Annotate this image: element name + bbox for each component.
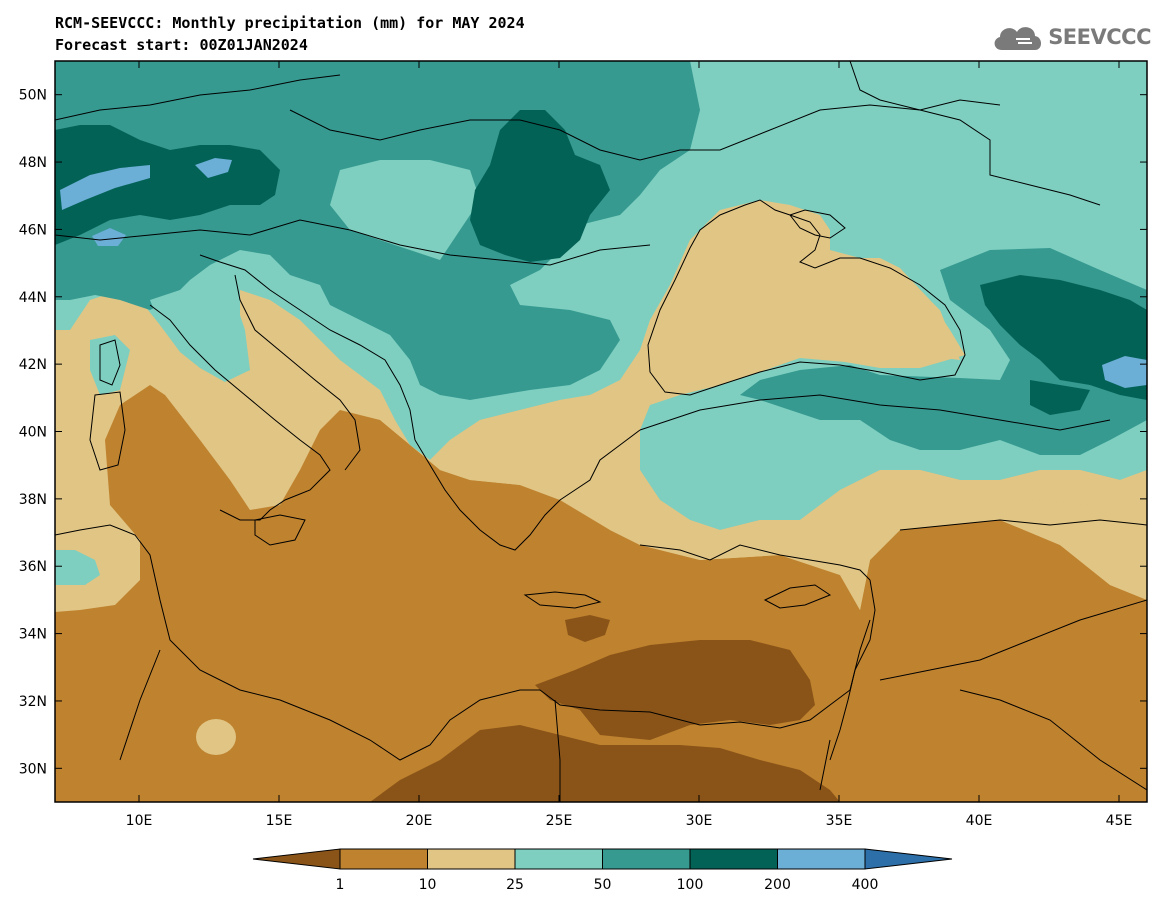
lat-tick-label: 36N (19, 559, 47, 575)
lat-tick-label: 46N (19, 222, 47, 238)
precip-200-400-patch-alps-south (92, 228, 126, 246)
lat-tick-label: 32N (19, 694, 47, 710)
colorbar-lower-arrow (252, 848, 341, 870)
colorbar-swatch (339, 848, 428, 870)
precip-10-25-zone-blacksea (640, 200, 965, 392)
precip-10-25-patch-libya (196, 719, 236, 755)
precip-100-200-zone-carpathian (470, 110, 610, 262)
lat-tick-label: 48N (19, 155, 47, 171)
precipitation-field (55, 61, 1147, 802)
colorbar-label: 25 (506, 877, 524, 893)
lon-tick-label: 15E (266, 813, 293, 829)
lon-tick-label: 40E (966, 813, 993, 829)
lat-tick-label: 38N (19, 492, 47, 508)
colorbar-label: 400 (852, 877, 879, 893)
lon-tick-label: 20E (406, 813, 433, 829)
precip-below-1-zone-egypt (370, 725, 840, 802)
longitude-axis: 10E 15E 20E 25E 30E 35E 40E 45E (126, 61, 1133, 829)
colorbar-swatch (777, 848, 866, 870)
precip-10-25-zone-aegean (430, 395, 640, 500)
colorbar-label: 50 (594, 877, 612, 893)
precip-100-200-zone-georgia (1030, 380, 1090, 415)
lat-tick-label: 34N (19, 627, 47, 643)
precip-100-200-zone-alps (55, 125, 280, 245)
colorbar-label: 200 (764, 877, 791, 893)
seevccc-logo: SEEVCCC (990, 20, 1151, 54)
colorbar-upper-arrow (864, 848, 953, 870)
precip-below-1-patch-crete (565, 615, 610, 642)
lon-tick-label: 30E (686, 813, 713, 829)
lat-tick-label: 50N (19, 88, 47, 104)
colorbar-label: 10 (419, 877, 437, 893)
precip-25-50-patch-italy (150, 290, 250, 382)
lat-tick-label: 40N (19, 425, 47, 441)
logo-text: SEEVCCC (1048, 25, 1151, 49)
cloud-icon (994, 27, 1042, 50)
precip-below-1-zone-libya (535, 640, 815, 740)
lat-tick-label: 44N (19, 290, 47, 306)
map-title: RCM-SEEVCCC: Monthly precipitation (mm) … (55, 14, 525, 32)
latitude-axis: 30N 32N 34N 36N 38N 40N 42N 44N 46N 48N 50N (19, 88, 1147, 777)
precip-200-400-patch-alps (60, 165, 150, 210)
colorbar: 1 10 25 50 100 200 400 (252, 848, 953, 893)
precip-200-400-patch-caucasus (1102, 356, 1147, 388)
colorbar-label: 1 (336, 877, 345, 893)
lat-tick-label: 42N (19, 357, 47, 373)
colorbar-swatch (602, 848, 691, 870)
coastlines-borders (55, 61, 1147, 802)
precip-200-400-patch-alps-east (195, 158, 232, 178)
colorbar-swatch (427, 848, 516, 870)
precip-10-25-zone-east (900, 500, 1147, 600)
colorbar-label: 100 (677, 877, 704, 893)
lon-tick-label: 10E (126, 813, 153, 829)
lon-tick-label: 35E (826, 813, 853, 829)
colorbar-swatch (514, 848, 603, 870)
precip-25-50-patch-tunisia (55, 550, 100, 585)
lon-tick-label: 45E (1106, 813, 1133, 829)
lon-tick-label: 25E (546, 813, 573, 829)
forecast-start: Forecast start: 00Z01JAN2024 (55, 36, 308, 54)
precip-10-25-zone-anatolia (580, 470, 1147, 610)
colorbar-swatch (689, 848, 778, 870)
lat-tick-label: 30N (19, 761, 47, 777)
